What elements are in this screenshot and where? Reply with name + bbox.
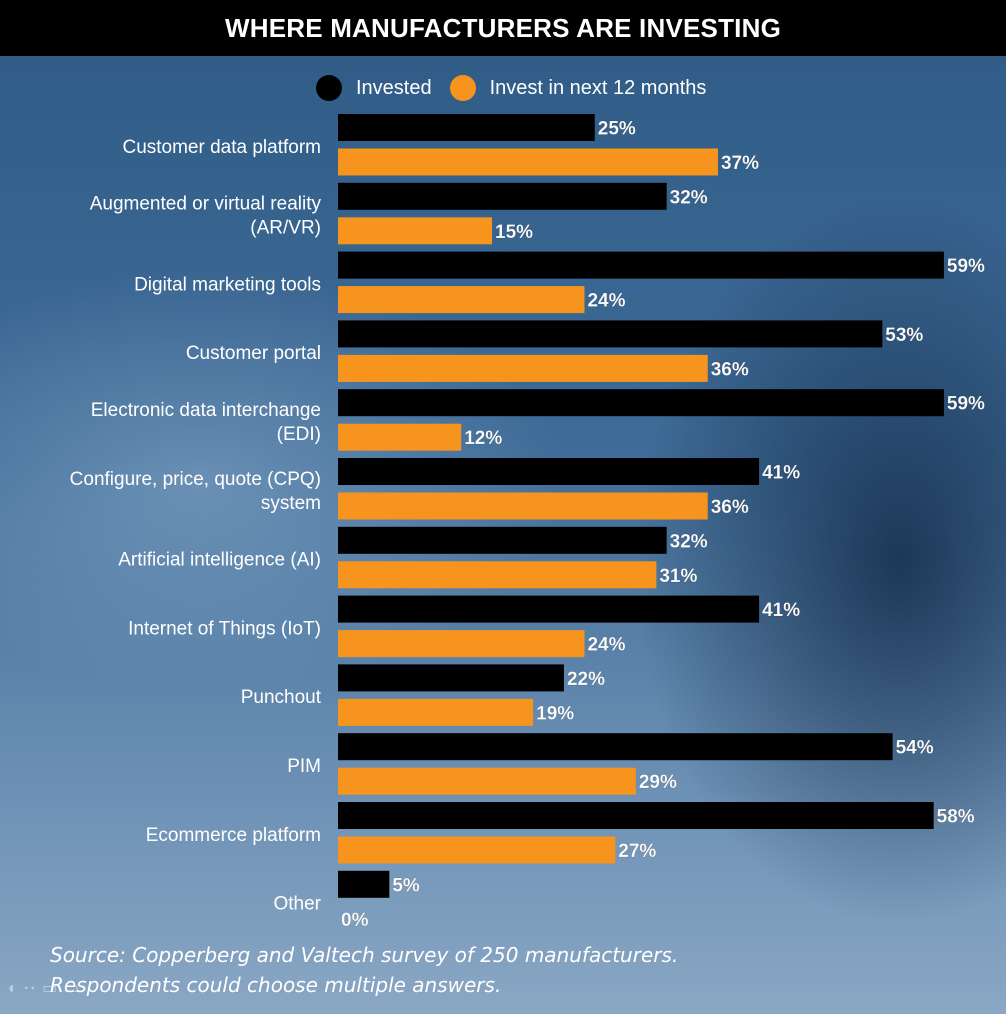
category-label: Customer data platform — [122, 137, 321, 158]
data-label: 29% — [639, 772, 677, 793]
category-label: PIM — [287, 756, 321, 777]
bar — [338, 320, 883, 348]
data-label: 58% — [937, 807, 975, 828]
category-label: Punchout — [241, 687, 322, 708]
bar — [338, 114, 595, 141]
bar — [338, 664, 564, 692]
bar-chart: Customer data platform 25% 37% Augmented or… — [70, 114, 985, 931]
bar — [338, 458, 760, 485]
legend-swatch-invested — [316, 75, 342, 101]
bar — [338, 836, 616, 864]
bar — [338, 870, 390, 898]
category-label: Customer portal — [186, 343, 321, 364]
bar — [338, 423, 462, 451]
source-line-1: Source: Copperberg and Valtech survey of… — [50, 943, 679, 967]
bar — [338, 526, 667, 554]
bar — [338, 251, 944, 279]
category-label: Electronic data interchange — [91, 400, 321, 421]
category-label: (AR/VR) — [250, 218, 321, 239]
data-label: 59% — [947, 256, 985, 277]
legend-item-next-12-months: Invest in next 12 months — [449, 75, 707, 101]
watermark-logo: ◐ ·· ▭ ▭ — [8, 980, 80, 997]
data-label: 27% — [618, 841, 656, 862]
data-label: 5% — [392, 875, 420, 896]
bar — [338, 767, 636, 795]
data-label: 36% — [711, 497, 749, 518]
bar — [338, 354, 708, 382]
source-note: Source: Copperberg and Valtech survey of… — [50, 940, 678, 1000]
data-label: 19% — [536, 703, 574, 724]
data-label: 41% — [762, 463, 800, 484]
data-label: 31% — [659, 566, 697, 587]
bar — [338, 802, 934, 829]
data-label: 54% — [896, 738, 934, 759]
data-label: 24% — [587, 291, 625, 312]
legend: Invested Invest in next 12 months — [316, 74, 724, 102]
category-label: (EDI) — [277, 424, 321, 445]
data-label: 59% — [947, 394, 985, 415]
data-label: 53% — [885, 325, 923, 346]
data-label: 25% — [598, 119, 636, 140]
category-label: Internet of Things (IoT) — [128, 618, 321, 639]
legend-item-invested: Invested — [316, 75, 432, 101]
category-label: Augmented or virtual reality — [90, 194, 322, 215]
data-label: 36% — [711, 359, 749, 380]
bar — [338, 182, 667, 210]
data-label: 37% — [721, 153, 759, 174]
data-label: 12% — [464, 428, 502, 449]
bar — [338, 698, 534, 726]
data-label: 22% — [567, 669, 605, 690]
bar — [338, 389, 944, 417]
data-label: 15% — [495, 222, 533, 243]
category-label: Artificial intelligence (AI) — [118, 550, 321, 571]
category-label: Digital marketing tools — [134, 274, 321, 295]
data-label: 32% — [670, 187, 708, 208]
data-label: 41% — [762, 600, 800, 621]
bar — [338, 286, 585, 314]
chart-title: WHERE MANUFACTURERS ARE INVESTING — [0, 0, 1006, 56]
category-label: system — [261, 493, 321, 514]
legend-swatch-next-12-months — [449, 75, 476, 101]
bar — [338, 217, 493, 245]
bar — [338, 492, 708, 520]
data-label: 0% — [341, 910, 369, 931]
bar — [338, 595, 760, 623]
category-label: Configure, price, quote (CPQ) — [70, 469, 321, 490]
bar — [338, 561, 657, 589]
bar — [338, 148, 718, 176]
bar — [338, 630, 585, 658]
data-label: 32% — [670, 531, 708, 552]
legend-label-next-12-months: Invest in next 12 months — [489, 76, 707, 99]
bar — [338, 733, 893, 761]
category-label: Other — [273, 894, 321, 915]
data-label: 24% — [587, 635, 625, 656]
legend-label-invested: Invested — [356, 76, 432, 99]
category-label: Ecommerce platform — [146, 825, 321, 846]
source-line-2: Respondents could choose multiple answer… — [50, 973, 502, 997]
